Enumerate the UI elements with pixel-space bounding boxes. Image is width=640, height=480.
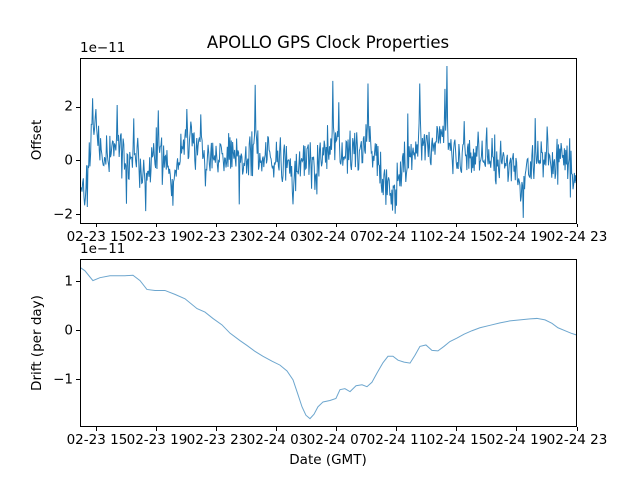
- x-tick-label: 02-24 03: [246, 432, 308, 448]
- y-tick-mark: [76, 214, 80, 216]
- x-tick-mark: [576, 427, 578, 431]
- x-tick-label: 02-24 23: [546, 432, 608, 448]
- offset-axes: [80, 57, 577, 224]
- y-tick-mark: [76, 330, 80, 332]
- x-tick-label: 02-24 11: [366, 432, 428, 448]
- offset-ylabel: Offset: [29, 119, 45, 161]
- x-axis-label: Date (GMT): [289, 452, 367, 468]
- x-tick-mark: [216, 427, 218, 431]
- x-tick-mark: [276, 223, 278, 227]
- x-tick-mark: [516, 427, 518, 431]
- x-tick-mark: [276, 427, 278, 431]
- x-tick-mark: [396, 427, 398, 431]
- x-tick-mark: [156, 223, 158, 227]
- x-tick-mark: [156, 427, 158, 431]
- y-tick-label: 2: [64, 98, 73, 115]
- drift-axes: [80, 259, 577, 427]
- x-tick-label: 02-24 23: [546, 228, 608, 245]
- x-tick-mark: [336, 223, 338, 227]
- x-tick-mark: [216, 223, 218, 227]
- drift-ylabel: Drift (per day): [29, 295, 45, 391]
- x-tick-mark: [456, 427, 458, 431]
- x-tick-label: 02-24 15: [426, 432, 488, 448]
- x-tick-label: 02-24 07: [306, 228, 368, 245]
- drift-axis-exponent-label: 1e−11: [80, 241, 126, 257]
- x-tick-label: 02-23 15: [66, 432, 128, 448]
- offset-axis-exponent-label: 1e−11: [80, 40, 126, 56]
- y-tick-mark: [76, 106, 80, 108]
- y-tick-label: −2: [53, 206, 73, 223]
- offset-series-line: [81, 65, 576, 218]
- y-tick-label: 0: [64, 322, 73, 339]
- x-tick-label: 02-24 03: [246, 228, 308, 245]
- x-tick-label: 02-23 15: [66, 228, 128, 245]
- x-tick-label: 02-24 15: [426, 228, 488, 245]
- x-tick-label: 02-24 07: [306, 432, 368, 448]
- x-tick-mark: [456, 223, 458, 227]
- x-tick-label: 02-24 11: [366, 228, 428, 245]
- x-tick-label: 02-23 19: [126, 228, 188, 245]
- y-tick-mark: [76, 160, 80, 162]
- y-tick-label: 0: [64, 152, 73, 169]
- x-tick-mark: [96, 427, 98, 431]
- x-tick-label: 02-24 19: [486, 432, 548, 448]
- x-tick-mark: [516, 223, 518, 227]
- drift-series-line: [81, 267, 576, 420]
- x-tick-label: 02-24 19: [486, 228, 548, 245]
- x-tick-label: 02-23 19: [126, 432, 188, 448]
- x-tick-label: 02-23 23: [186, 432, 248, 448]
- x-tick-mark: [576, 223, 578, 227]
- plot-title: APOLLO GPS Clock Properties: [206, 33, 450, 52]
- x-tick-mark: [96, 223, 98, 227]
- y-tick-label: 1: [64, 273, 73, 290]
- x-tick-mark: [336, 427, 338, 431]
- x-tick-mark: [396, 223, 398, 227]
- y-tick-mark: [76, 379, 80, 381]
- y-tick-label: −1: [53, 371, 73, 388]
- x-tick-label: 02-23 23: [186, 228, 248, 245]
- y-tick-mark: [76, 281, 80, 283]
